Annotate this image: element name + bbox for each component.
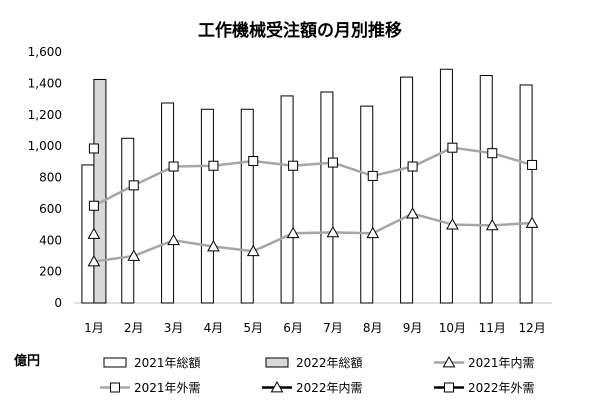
y-tick-label: 1,400 (28, 76, 62, 90)
x-tick-label: 10月 (439, 321, 466, 335)
bar (360, 105, 374, 304)
data-point (327, 157, 338, 168)
data-point (527, 159, 538, 170)
data-point (246, 244, 260, 257)
x-tick-label: 1月 (84, 321, 104, 335)
legend-item: 2022年外需 (434, 381, 535, 395)
y-axis: 0 200 400 600 800 1,000 1,200 1,400 1,600 (28, 45, 62, 310)
legend-label: 2021年外需 (134, 381, 201, 395)
data-point (367, 170, 378, 181)
bar (200, 108, 214, 304)
legend-item: 2021年総額 (103, 356, 201, 370)
x-tick-label: 12月 (518, 321, 545, 335)
legend-label: 2021年総額 (134, 356, 201, 370)
data-point (446, 218, 459, 230)
x-tick-label: 7月 (323, 321, 343, 335)
y-tick-label: 1,200 (28, 108, 62, 122)
y-tick-label: 1,000 (28, 139, 62, 153)
data-point (128, 180, 139, 191)
bar-layer (81, 68, 533, 304)
y-tick-label: 800 (39, 171, 62, 185)
data-point (208, 160, 219, 171)
bar (519, 84, 533, 304)
data-point (207, 239, 220, 252)
data-point (286, 226, 300, 239)
data-point (87, 254, 101, 267)
x-tick-label: 5月 (243, 321, 263, 335)
legend-label: 2021年内需 (468, 356, 535, 370)
data-point (87, 227, 101, 239)
x-axis: 1月 2月 3月 4月 5月 6月 7月 8月 9月 10月 11月 12月 (74, 302, 552, 335)
series-line (93, 212, 533, 263)
data-point (88, 143, 99, 154)
data-point (288, 160, 299, 171)
legend-item: 2021年外需 (100, 381, 201, 395)
data-point (168, 161, 179, 172)
legend-marker (442, 355, 456, 368)
data-point (447, 142, 458, 153)
legend-label: 2022年外需 (468, 381, 535, 395)
bar (439, 68, 453, 304)
legend-label: 2022年内需 (296, 381, 363, 395)
data-point (485, 218, 499, 231)
x-tick-label: 2月 (124, 321, 144, 335)
data-point (127, 249, 141, 261)
unit-label: 億円 (14, 353, 40, 369)
legend-swatch (265, 357, 289, 368)
bar (280, 95, 294, 304)
y-tick-label: 600 (39, 202, 62, 216)
x-tick-label: 9月 (403, 321, 423, 335)
bar (121, 137, 135, 304)
data-point (406, 207, 419, 219)
x-tick-label: 6月 (283, 321, 303, 335)
bar (161, 102, 175, 304)
y-tick-label: 0 (54, 296, 62, 310)
legend-marker (110, 382, 120, 393)
legend-item: 2022年内需 (262, 380, 363, 395)
x-tick-label: 11月 (479, 321, 506, 335)
y-tick-label: 400 (39, 233, 62, 247)
data-point (326, 225, 340, 238)
legend-marker (444, 382, 454, 393)
legend-marker (270, 380, 284, 393)
y-tick-label: 200 (39, 265, 62, 279)
data-point (525, 216, 539, 228)
bar (400, 76, 414, 304)
data-point (407, 161, 418, 172)
legend: 億円 2021年総額 2022年総額 2021年内需 2021年外需 2022年内需 20… (14, 353, 535, 395)
legend-swatch (103, 357, 127, 368)
x-tick-label: 4月 (204, 321, 224, 335)
legend-item: 2022年総額 (265, 356, 363, 370)
legend-item: 2021年内需 (434, 355, 535, 370)
x-tick-label: 8月 (363, 321, 383, 335)
data-point (167, 233, 180, 246)
bar (320, 91, 334, 304)
bar (479, 75, 493, 304)
chart-title: 工作機械受注額の月別推移 (198, 20, 402, 41)
bar (240, 108, 254, 304)
series-line (93, 146, 533, 207)
legend-label: 2022年総額 (296, 356, 363, 370)
x-tick-label: 3月 (164, 321, 184, 335)
data-point (487, 148, 498, 159)
bar (93, 78, 107, 304)
y-tick-label: 1,600 (28, 45, 62, 59)
data-point (248, 156, 259, 167)
data-point (366, 226, 380, 239)
data-point (88, 200, 99, 211)
line-layer (87, 142, 539, 267)
